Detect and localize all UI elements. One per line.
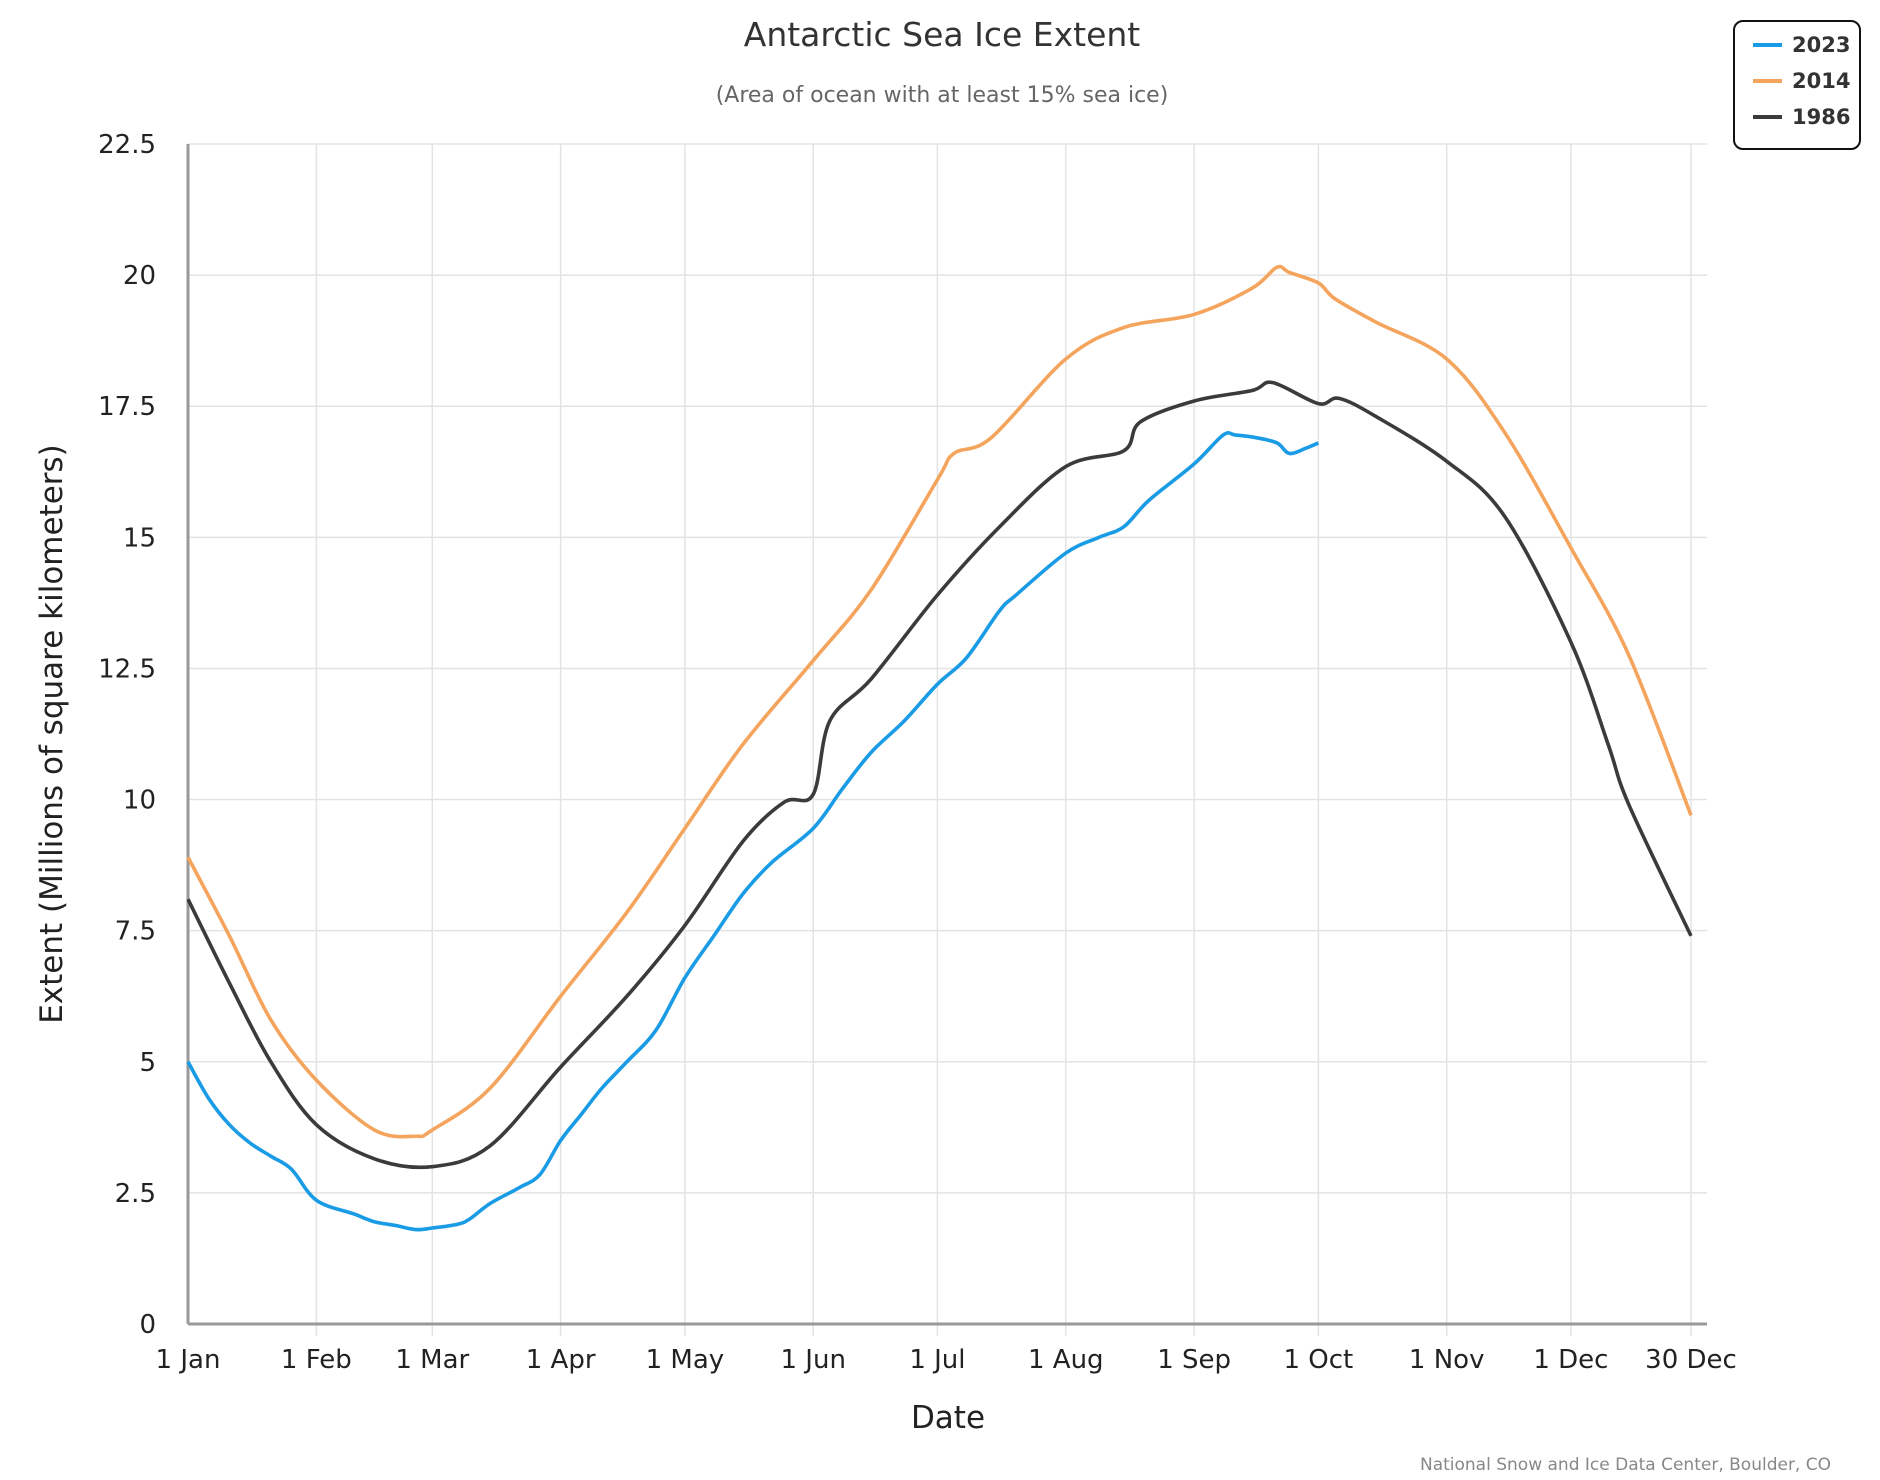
- y-tick-label: 7.5: [115, 917, 156, 947]
- x-tick-label: 1 Sep: [1157, 1345, 1231, 1375]
- x-tick-label: 1 Dec: [1533, 1345, 1608, 1375]
- x-axis-label: Date: [911, 1400, 985, 1436]
- y-tick-label: 17.5: [98, 392, 156, 422]
- x-tick-labels: 1 Jan 1 Feb 1 Mar 1 Apr 1 May 1 Jun 1 Jul 1 Aug…: [156, 1345, 1737, 1375]
- x-tick-label: 1 Aug: [1028, 1345, 1104, 1375]
- y-tick-label: 20: [123, 261, 156, 291]
- y-tick-label: 15: [123, 523, 156, 553]
- x-tick-label: 1 Jan: [156, 1345, 221, 1375]
- x-tick-label: 1 Feb: [281, 1345, 352, 1375]
- y-tick-label: 22.5: [98, 130, 156, 160]
- x-tick-label: 1 Jun: [780, 1345, 845, 1375]
- x-tick-label: 1 Jul: [909, 1345, 965, 1375]
- x-tick-label: 1 Oct: [1283, 1345, 1353, 1375]
- y-tick-label: 10: [123, 786, 156, 816]
- y-tick-label: 2.5: [115, 1179, 156, 1209]
- y-axis-label: Extent (Millions of square kilometers): [34, 444, 70, 1024]
- series-lines: [186, 264, 1693, 1232]
- grid: [188, 143, 1707, 1336]
- y-tick-label: 5: [139, 1048, 156, 1078]
- x-tick-label: 1 Apr: [526, 1345, 596, 1375]
- chart-title: Antarctic Sea Ice Extent: [744, 15, 1141, 54]
- source-credit: National Snow and Ice Data Center, Bould…: [1420, 1455, 1831, 1475]
- series-line-2014: [186, 264, 1693, 1139]
- y-tick-label: 0: [139, 1310, 156, 1340]
- y-tick-labels: 0 2.5 5 7.5 10 12.5 15 17.5 20 22.5: [98, 130, 156, 1340]
- x-tick-label: 1 May: [646, 1345, 725, 1375]
- legend-label-2023[interactable]: 2023: [1792, 33, 1850, 57]
- legend-label-1986[interactable]: 1986: [1792, 105, 1850, 129]
- x-tick-label: 30 Dec: [1645, 1345, 1737, 1375]
- y-tick-label: 12.5: [98, 654, 156, 684]
- series-line-2023: [186, 431, 1320, 1232]
- x-tick-label: 1 Nov: [1409, 1345, 1485, 1375]
- chart-subtitle: (Area of ocean with at least 15% sea ice…: [716, 83, 1169, 108]
- legend-label-2014[interactable]: 2014: [1792, 69, 1850, 93]
- x-tick-label: 1 Mar: [395, 1345, 469, 1375]
- legend: 2023 2014 1986: [1733, 20, 1861, 150]
- series-line-1986: [186, 380, 1693, 1170]
